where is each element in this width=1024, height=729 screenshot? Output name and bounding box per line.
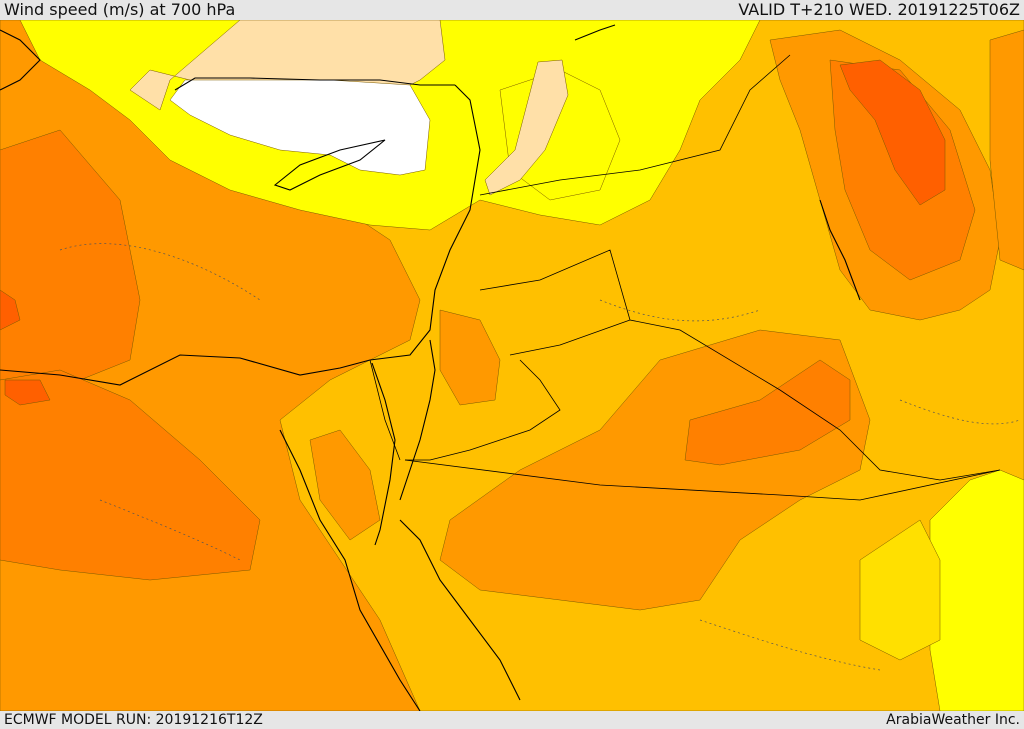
band-west-dark2 xyxy=(0,369,261,581)
band-peach-strip xyxy=(484,59,569,196)
band-se-yellow xyxy=(929,469,1024,711)
header-bar: Wind speed (m/s) at 700 hPa VALID T+210 … xyxy=(0,0,1024,20)
borders xyxy=(369,54,1001,501)
band-egypt-orange xyxy=(309,429,381,541)
map-canvas xyxy=(0,20,1024,711)
map-title: Wind speed (m/s) at 700 hPa xyxy=(4,0,236,19)
band-se-yellow2 xyxy=(859,519,941,661)
band-west-spot xyxy=(0,289,21,331)
band-west-spot2 xyxy=(4,379,51,406)
wind-speed-map xyxy=(0,20,1024,711)
band-east-edge xyxy=(989,29,1024,271)
band-white xyxy=(169,79,431,176)
footer-bar: ECMWF MODEL RUN: 20191216T12Z ArabiaWeat… xyxy=(0,711,1024,729)
valid-time: VALID T+210 WED. 20191225T06Z xyxy=(738,0,1020,19)
coastlines xyxy=(0,24,861,711)
band-sinai-orange xyxy=(439,309,501,406)
credit: ArabiaWeather Inc. xyxy=(886,712,1020,728)
model-run: ECMWF MODEL RUN: 20191216T12Z xyxy=(4,712,263,728)
contours xyxy=(59,243,1021,671)
band-east-darkest xyxy=(839,59,946,206)
band-south-dark xyxy=(684,359,851,466)
